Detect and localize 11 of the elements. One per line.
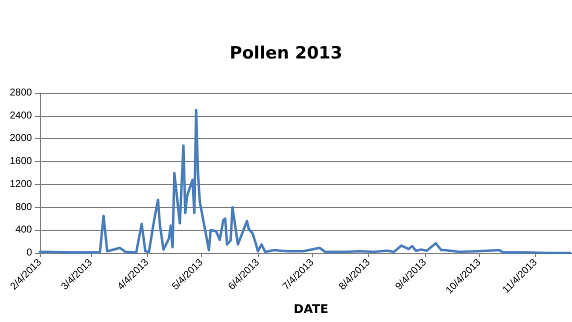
y-tick-label: 2000 [10,133,32,144]
y-tick-label: 2400 [10,110,32,122]
y-tick-label: 2800 [10,88,32,98]
y-tick-label: 0 [26,248,32,258]
chart-title: Pollen 2013 [230,44,342,64]
line-series [38,108,572,254]
y-tick-label: 400 [15,224,32,236]
x-axis-title: DATE [294,302,328,316]
y-tick-label: 800 [15,202,32,213]
y-tick-label: 1600 [10,156,32,168]
y-tick-label: 1200 [10,178,32,190]
